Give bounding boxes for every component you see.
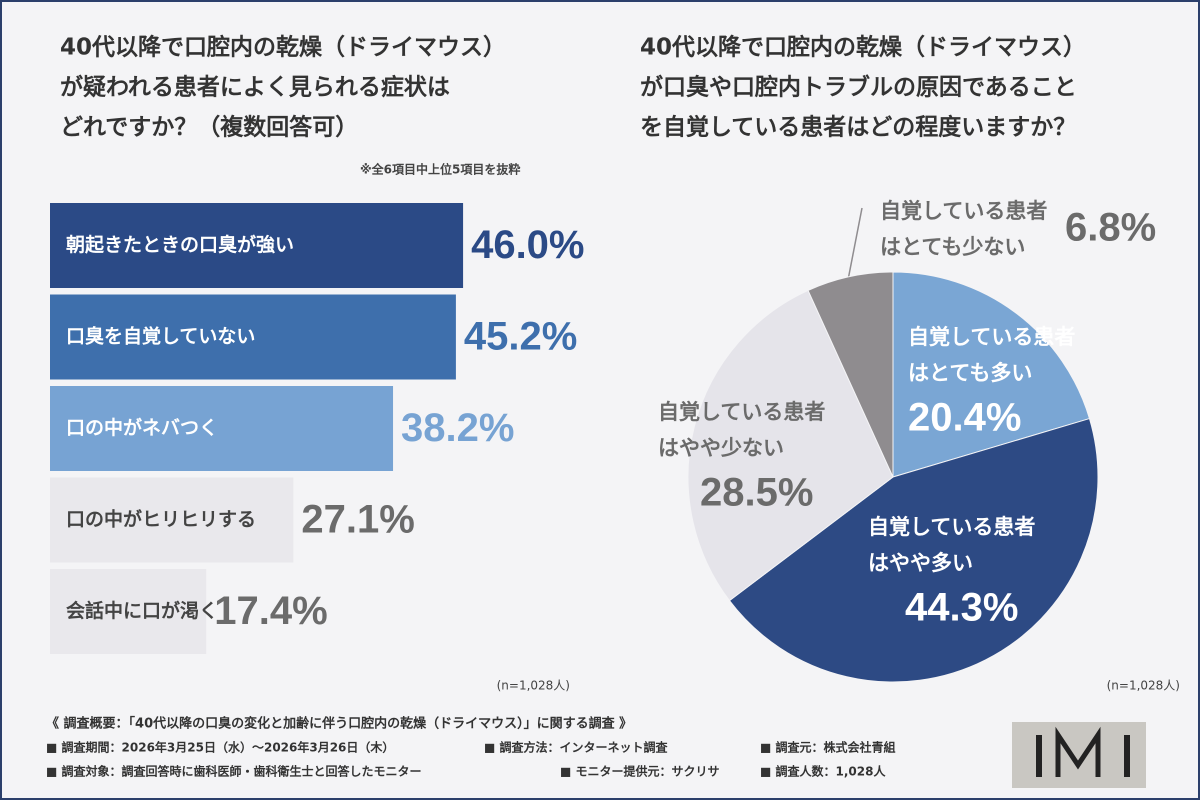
slice-label: 自覚している患者 [658,400,825,424]
note: ※全6項目中上位5項目を抜粋 [360,162,520,177]
bar [50,203,464,288]
value-label: 6.8% [1065,206,1156,250]
chart-title: が口臭や口腔内トラブルの原因であること [640,74,1077,101]
bar [50,294,456,380]
value-label: 45.2% [464,315,577,359]
chart-title: どれですか？（複数回答可） [60,114,358,141]
footer-item: ■ モニター提供元：サクリサ [560,764,720,779]
slice-label: 自覚している患者 [880,199,1047,223]
slice-label: 自覚している患者 [908,325,1075,349]
pie-slice [687,289,894,602]
pie-slice [892,271,1091,478]
bar [50,386,394,471]
footer-item: ■ 調査対象：調査回答時に歯科医師・歯科衛生士と回答したモニター [46,764,422,779]
slice-label: はとても少ない [880,235,1025,259]
logo [1012,722,1146,788]
chart-title: 40代以降で口腔内の乾燥（ドライマウス） [60,34,506,61]
bar-category: 会話中に口が渇く [66,599,218,622]
footer-item: ■ 調査期間：2026年3月25日（水）～2026年3月26日（木） [46,740,394,755]
value-label: 20.4% [908,396,1021,440]
bar-category: 朝起きたときの口臭が強い [66,233,294,256]
slice-label: 自覚している患者 [868,515,1035,539]
footer-title: 《 調査概要：「40代以降の口臭の変化と加齢に伴う口腔内の乾燥（ドライマウス）」… [46,716,632,732]
pie-slice [807,271,894,478]
footer-item: ■ 調査人数：1,028人 [760,764,886,779]
bar-category: 口の中がネバつく [66,416,218,439]
sample-size: (n=1,028人) [1107,679,1180,693]
value-label: 17.4% [214,589,327,633]
chart-title: 40代以降で口腔内の乾燥（ドライマウス） [640,34,1086,61]
slice-label: はやや少ない [658,436,784,460]
footer-item: ■ 調査方法：インターネット調査 [484,740,669,755]
chart-title: が疑われる患者によく見られる症状は [60,74,450,101]
value-label: 44.3% [905,586,1018,630]
value-label: 46.0% [471,223,584,267]
value-label: 38.2% [401,406,514,450]
bar-category: 口臭を自覚していない [66,325,255,348]
pie-slice [728,417,1099,683]
bar-category: 口の中がヒリヒリする [66,508,256,531]
chart-title: を自覚している患者はどの程度いますか？ [640,114,1076,141]
footer-item: ■ 調査元：株式会社青組 [760,740,896,755]
slice-label: はやや多い [868,551,973,575]
slice-label: はとても多い [908,361,1032,385]
value-label: 27.1% [301,498,414,542]
value-label: 28.5% [700,471,813,515]
sample-size: (n=1,028人) [497,679,570,693]
leader-line [847,207,863,281]
bar [50,569,207,654]
bar [50,477,294,563]
